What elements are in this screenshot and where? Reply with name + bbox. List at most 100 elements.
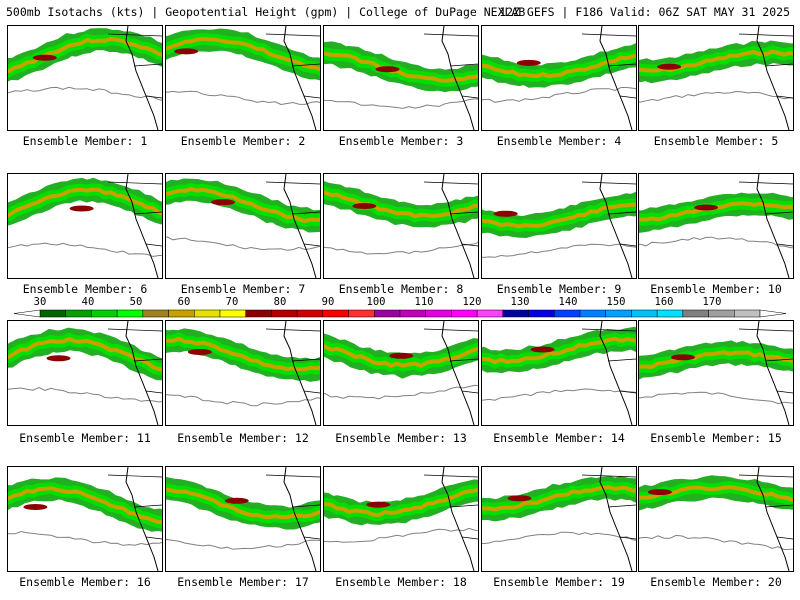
jet-core <box>8 187 162 218</box>
colorbar-scale <box>13 309 787 318</box>
colorbar-tick-label: 100 <box>366 296 386 308</box>
jet-max <box>647 489 672 496</box>
isotach-map <box>324 321 478 425</box>
ensemble-map-9 <box>481 173 637 279</box>
ensemble-map-10 <box>638 173 794 279</box>
colorbar-tick-label: 150 <box>606 296 626 308</box>
height-contour <box>8 86 162 101</box>
jet-max <box>32 54 57 61</box>
political-borders <box>738 328 793 394</box>
member-caption-2: Ensemble Member: 2 <box>180 134 306 148</box>
colorbar-swatch <box>245 309 272 318</box>
ensemble-map-12 <box>165 320 321 426</box>
colorbar-swatch <box>682 309 709 318</box>
coastline <box>283 174 317 278</box>
political-borders <box>738 33 793 99</box>
ensemble-map-19 <box>481 466 637 572</box>
header-title: 500mb Isotachs (kts) | Geopotential Heig… <box>6 5 526 19</box>
height-contour <box>482 388 636 401</box>
height-contour <box>166 393 320 407</box>
colorbar-tick-label: 160 <box>654 296 674 308</box>
member-caption-1: Ensemble Member: 1 <box>22 134 148 148</box>
isotach-map <box>166 26 320 130</box>
ensemble-map-20 <box>638 466 794 572</box>
member-caption-15: Ensemble Member: 15 <box>650 431 782 445</box>
ensemble-map-7 <box>165 173 321 279</box>
ensemble-map-11 <box>7 320 163 426</box>
colorbar-swatch <box>322 309 349 318</box>
jet-max <box>352 203 377 209</box>
political-borders <box>581 181 636 247</box>
political-borders <box>423 33 478 99</box>
jet-core <box>324 190 478 219</box>
ensemble-map-6 <box>7 173 163 279</box>
colorbar-tick-label: 40 <box>81 296 95 308</box>
political-borders <box>265 33 320 99</box>
jet-core <box>482 202 636 229</box>
isotach-map <box>166 321 320 425</box>
colorbar-tick-label: 60 <box>177 296 191 308</box>
member-caption-8: Ensemble Member: 8 <box>338 282 464 296</box>
jet-core <box>166 187 320 224</box>
colorbar-swatch <box>554 309 581 318</box>
political-borders <box>107 181 162 247</box>
colorbar-tick-label: 30 <box>33 296 47 308</box>
coastline <box>756 26 790 130</box>
isotach-map <box>639 26 793 130</box>
colorbar-tick-label: 70 <box>225 296 239 308</box>
isotach-map <box>8 26 162 130</box>
height-contour <box>166 236 320 251</box>
isotach-map <box>8 467 162 571</box>
ensemble-map-5 <box>638 25 794 131</box>
colorbar-swatch <box>91 309 118 318</box>
coastline <box>441 467 475 571</box>
colorbar-arrow-right <box>759 309 787 318</box>
colorbar-swatch <box>142 309 169 318</box>
isotach-map <box>639 467 793 571</box>
height-contour <box>324 241 478 255</box>
political-borders <box>107 33 162 99</box>
jet-core <box>166 36 320 72</box>
height-contour <box>639 534 793 551</box>
colorbar-tick-label: 80 <box>273 296 287 308</box>
colorbar-legend: 30 40 50 60 70 80 90 100 110 120 130 140 150 160 170 <box>0 296 800 318</box>
colorbar-swatch <box>579 309 606 318</box>
colorbar-swatch <box>348 309 375 318</box>
member-caption-7: Ensemble Member: 7 <box>180 282 306 296</box>
colorbar-tick-label: 170 <box>702 296 722 308</box>
colorbar-arrow-left <box>13 309 41 318</box>
political-borders <box>581 328 636 394</box>
member-caption-11: Ensemble Member: 11 <box>19 431 151 445</box>
height-contour <box>324 527 478 543</box>
height-contour <box>639 90 793 103</box>
height-contour <box>324 98 478 109</box>
colorbar-swatch <box>39 309 66 318</box>
member-caption-17: Ensemble Member: 17 <box>177 575 309 589</box>
jet-max <box>516 59 541 66</box>
isotach-map <box>324 26 478 130</box>
colorbar-swatch <box>116 309 144 318</box>
colorbar-swatch <box>451 309 478 318</box>
header: 500mb Isotachs (kts) | Geopotential Heig… <box>0 0 800 24</box>
political-borders <box>423 181 478 247</box>
political-borders <box>107 474 162 540</box>
colorbar-swatch <box>734 309 761 318</box>
coastline <box>756 467 790 571</box>
member-caption-10: Ensemble Member: 10 <box>650 282 782 296</box>
colorbar-swatch <box>65 309 92 318</box>
jet-core <box>639 49 793 73</box>
jet-max <box>211 199 235 206</box>
height-contour <box>482 531 636 545</box>
coastline <box>125 174 159 278</box>
colorbar-swatch <box>219 309 246 318</box>
member-caption-12: Ensemble Member: 12 <box>177 431 309 445</box>
coastline <box>125 26 159 130</box>
jet-max <box>530 346 555 353</box>
coastline <box>441 321 475 425</box>
isotach-map <box>639 174 793 278</box>
coastline <box>441 174 475 278</box>
isotach-map <box>324 174 478 278</box>
political-borders <box>265 181 320 247</box>
jet-core <box>639 350 793 370</box>
jet-max <box>671 354 695 361</box>
